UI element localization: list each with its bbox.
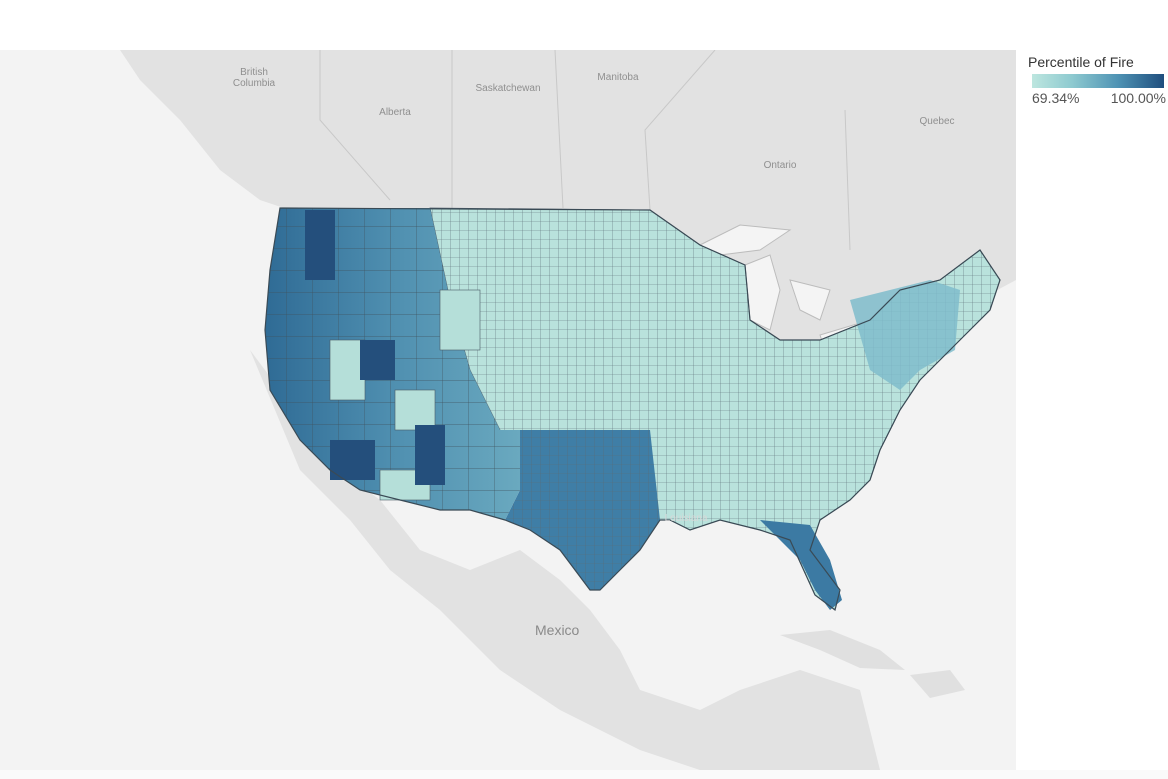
legend-ticks: 69.34% 100.00% [1032,90,1166,106]
florida-counties [760,520,842,610]
province-borders [319,50,851,251]
legend-max-label: 100.00% [1110,90,1166,106]
map-view[interactable]: British Columbia Alberta Saskatchewan Ma… [0,50,1016,770]
bottom-strip [0,770,1168,779]
label-mexico: Mexico [535,622,580,638]
texas-county-grid [505,430,660,590]
label-british-columbia: British Columbia [232,67,276,89]
usa-outline [264,207,1001,612]
map-canvas[interactable] [0,50,1016,770]
label-louisiana: Louisiana [664,513,708,524]
label-alberta: Alberta [379,107,411,118]
cuba [780,630,905,670]
label-manitoba: Manitoba [597,72,639,83]
label-ontario: Ontario [763,160,797,171]
northeast-counties [850,280,960,390]
color-legend: Percentile of Fire 69.34% 100.00% [1024,54,1166,106]
legend-min-label: 69.34% [1032,90,1080,106]
legend-title: Percentile of Fire [1028,54,1134,70]
west-dark-patches [305,210,445,485]
label-quebec: Quebec [919,116,955,127]
west-light-patches [329,289,481,501]
hispaniola [910,670,965,698]
north-america-landmass [120,50,1016,770]
legend-color-ramp [1032,74,1164,88]
label-saskatchewan: Saskatchewan [475,83,541,94]
